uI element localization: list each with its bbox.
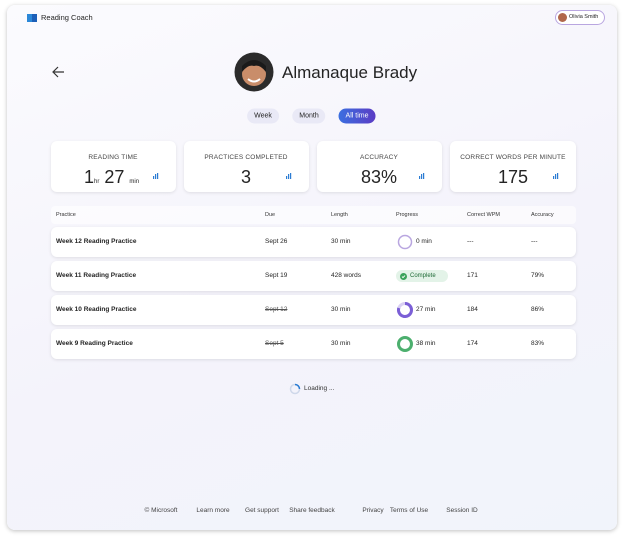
progress-text: Complete [410, 272, 436, 279]
stat-value: 83% [360, 167, 398, 187]
cell: 83% [531, 340, 545, 347]
stat-label: ACCURACY [359, 154, 399, 161]
cell: Sept 5 [265, 340, 284, 347]
cell: Week 9 Reading Practice [56, 340, 133, 347]
check-icon [400, 272, 407, 280]
cell: 86% [531, 306, 545, 313]
app-name: Reading Coach [41, 13, 93, 22]
stat-card: CORRECT WORDS PER MINUTE 175 [450, 141, 576, 192]
progress-ring [397, 336, 413, 352]
footer-link[interactable]: © Microsoft [144, 507, 178, 514]
user-name: Olivia Smith [569, 14, 599, 20]
tab[interactable]: Week [247, 108, 279, 124]
back-button[interactable] [52, 66, 66, 78]
stat-card: READING TIME 1hr 27 min [51, 141, 176, 192]
loading-text: Loading ... [304, 385, 335, 392]
app-logo [27, 14, 37, 22]
cell: 30 min [331, 238, 351, 245]
complete-badge: Complete [396, 270, 448, 282]
student-name: Almanaque Brady [282, 63, 418, 82]
cell: --- [467, 238, 474, 245]
stat-value: 175 [497, 167, 529, 187]
footer-link[interactable]: Learn more [196, 507, 230, 514]
user-button[interactable]: Olivia Smith [555, 10, 605, 25]
column-header: Accuracy [531, 212, 554, 218]
loading-spinner [289, 383, 301, 395]
cell: --- [531, 238, 538, 245]
cell: Sept 12 [265, 306, 288, 313]
column-header: Due [265, 212, 276, 218]
stat-label: CORRECT WORDS PER MINUTE [460, 154, 566, 161]
minutes: 27 [104, 167, 125, 187]
tab[interactable]: Month [292, 108, 326, 124]
user-avatar [558, 13, 567, 22]
cell: Week 10 Reading Practice [56, 306, 137, 313]
app-window: Reading Coach Olivia Smith Almanaque Bra… [7, 5, 617, 530]
cell: 171 [467, 272, 478, 279]
column-header: Correct WPM [467, 212, 500, 218]
stat-label: PRACTICES COMPLETED [204, 154, 288, 161]
practice-row[interactable]: Week 11 Reading Practice Sept 19 428 words… [51, 261, 576, 291]
stat-value: 1hr 27 min [84, 167, 139, 188]
student-avatar [234, 52, 274, 92]
cell: 79% [531, 272, 545, 279]
footer-link[interactable]: Get support [245, 507, 279, 514]
footer-link[interactable]: Terms of Use [389, 507, 429, 514]
cell: 0 min [416, 238, 432, 245]
practice-row[interactable]: Week 10 Reading Practice Sept 12 30 min 27 … [51, 295, 576, 325]
cell: 38 min [416, 340, 436, 347]
cell: 30 min [331, 340, 351, 347]
hours: 1 [84, 167, 95, 187]
column-header: Practice [56, 212, 76, 218]
cell: Week 12 Reading Practice [56, 238, 137, 245]
cell: Week 11 Reading Practice [56, 272, 137, 279]
practice-row[interactable]: Week 9 Reading Practice Sept 5 30 min 38 mi… [51, 329, 576, 359]
practice-row[interactable]: Week 12 Reading Practice Sept 26 30 min 0 m… [51, 227, 576, 257]
minutes-unit: min [129, 179, 140, 185]
table-header [51, 206, 576, 224]
progress-ring [397, 302, 413, 318]
column-header: Length [331, 212, 348, 218]
cell: 27 min [416, 306, 436, 313]
cell: 30 min [331, 306, 351, 313]
column-header: Progress [396, 212, 419, 218]
stat-value: 3 [240, 167, 252, 187]
footer-link[interactable]: Session ID [446, 507, 478, 514]
stat-label: READING TIME [88, 154, 138, 161]
progress-ring [397, 234, 413, 250]
chart-icons [153, 173, 559, 179]
hours-unit: hr [94, 179, 100, 185]
footer-link[interactable]: Privacy [362, 507, 384, 514]
cell: 428 words [331, 272, 361, 279]
stat-card: ACCURACY 83% [317, 141, 442, 192]
cell: 174 [467, 340, 478, 347]
footer-link[interactable]: Share feedback [289, 507, 335, 514]
cell: Sept 19 [265, 272, 288, 279]
stat-card: PRACTICES COMPLETED 3 [184, 141, 309, 192]
cell: 184 [467, 306, 478, 313]
cell: Sept 26 [265, 238, 288, 245]
tab-selected[interactable]: All time [338, 108, 376, 124]
